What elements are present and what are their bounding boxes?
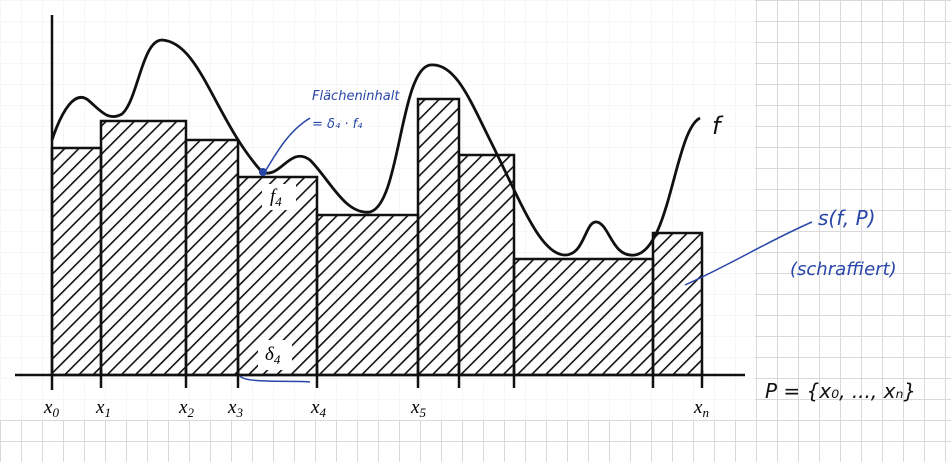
symbol: x: [693, 397, 703, 418]
curve: [50, 38, 701, 257]
axis-labels: x0 x1 x2 x3 x4 x5 xn f4 δ4: [43, 186, 709, 420]
index: 2: [187, 405, 194, 420]
axis-label: x0: [43, 397, 59, 420]
axis-label: x2: [178, 397, 194, 420]
label-bg: [258, 340, 292, 370]
index: 4: [275, 194, 282, 209]
rect: [99, 119, 188, 377]
index: 1: [104, 405, 111, 420]
area-arrow: [265, 117, 311, 171]
rect: [184, 138, 240, 377]
index: 0: [52, 405, 59, 420]
index: 5: [419, 405, 426, 420]
rect: [512, 257, 655, 377]
index: 3: [235, 405, 243, 420]
axis-label: x4: [310, 397, 326, 420]
area-note: = δ₄ · f₄: [312, 117, 363, 132]
sum-note: s(f, P): [818, 206, 876, 230]
width-brace: [239, 375, 311, 383]
label-bg: [262, 184, 296, 210]
area-note: Flächeninhalt: [312, 89, 400, 104]
width-label: δ4: [265, 344, 281, 367]
sum-arrow: [684, 221, 813, 286]
rect: [315, 213, 420, 377]
rect: [416, 97, 461, 377]
symbol: x: [178, 397, 188, 418]
index: 4: [274, 352, 281, 367]
rectangles: [50, 97, 704, 377]
index: 4: [319, 405, 326, 420]
area-point: [259, 168, 267, 176]
symbol: f: [270, 186, 278, 207]
symbol: x: [410, 397, 420, 418]
symbol: x: [227, 397, 237, 418]
height-label: f4: [270, 186, 282, 209]
symbol: x: [310, 397, 320, 418]
sum-note: (schraffiert): [790, 259, 897, 280]
axis-label: x1: [95, 397, 111, 420]
partition-note: P = {x₀, ..., xₙ}: [765, 379, 916, 403]
symbol: x: [43, 397, 53, 418]
rect: [457, 153, 516, 377]
axis-label: x3: [227, 397, 243, 420]
rect: [50, 146, 103, 377]
axis-label: xn: [693, 397, 709, 420]
ticks: [99, 370, 704, 388]
rect: [651, 231, 704, 377]
symbol: x: [95, 397, 105, 418]
index: n: [702, 405, 709, 420]
axis-label: x5: [410, 397, 426, 420]
symbol: δ: [265, 344, 275, 365]
